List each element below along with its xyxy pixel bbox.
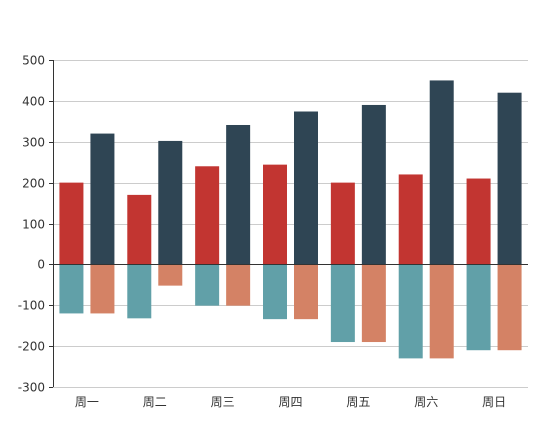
bar-series-3-周五 bbox=[361, 264, 386, 343]
y-tick-label: 0 bbox=[37, 258, 45, 272]
bar-series-0-周日 bbox=[466, 178, 491, 265]
y-tick-label: -300 bbox=[18, 381, 45, 395]
bar-series-2-周三 bbox=[195, 264, 220, 306]
bar-series-3-周二 bbox=[158, 264, 183, 286]
bar-series-0-周三 bbox=[195, 166, 220, 265]
y-tick-label: 300 bbox=[22, 136, 45, 150]
x-tick-label: 周五 bbox=[346, 395, 370, 409]
bar-series-3-周四 bbox=[294, 264, 318, 320]
x-tick-label: 周一 bbox=[75, 395, 99, 409]
bar-series-3-周一 bbox=[90, 264, 115, 314]
bar-series-2-周五 bbox=[330, 264, 355, 343]
y-tick-label: 200 bbox=[22, 177, 45, 191]
bar-series-2-周六 bbox=[398, 264, 423, 359]
bar-series-1-周六 bbox=[429, 80, 454, 265]
bar-series-0-周四 bbox=[263, 164, 287, 265]
bar-series-1-周五 bbox=[361, 104, 386, 265]
x-tick-label: 周三 bbox=[211, 395, 235, 409]
bar-series-2-周四 bbox=[263, 264, 287, 320]
bar-series-0-周五 bbox=[330, 182, 355, 265]
x-tick-label: 周日 bbox=[482, 395, 506, 409]
bar-series-0-周二 bbox=[127, 194, 152, 265]
bar-series-1-周四 bbox=[294, 111, 318, 265]
x-tick-label: 周二 bbox=[143, 395, 167, 409]
bar-series-3-周六 bbox=[429, 264, 454, 359]
bar-series-2-周日 bbox=[466, 264, 491, 351]
bar-series-1-周二 bbox=[158, 140, 183, 265]
bar-series-2-周一 bbox=[59, 264, 84, 314]
y-tick-label: 100 bbox=[22, 218, 45, 232]
bar-series-3-周日 bbox=[497, 264, 522, 351]
bar-series-0-周六 bbox=[398, 174, 423, 265]
y-tick-label: 500 bbox=[22, 54, 45, 68]
bar-series-2-周二 bbox=[127, 264, 152, 319]
y-tick-label: 400 bbox=[22, 95, 45, 109]
bar-series-1-周日 bbox=[497, 92, 522, 265]
x-tick-label: 周六 bbox=[414, 395, 438, 409]
y-tick-label: -100 bbox=[18, 299, 45, 313]
bar-series-1-周三 bbox=[226, 124, 251, 265]
bar-series-3-周三 bbox=[226, 264, 251, 306]
x-tick-label: 周四 bbox=[278, 395, 302, 409]
bar-series-0-周一 bbox=[59, 182, 84, 265]
bar-series-1-周一 bbox=[90, 133, 115, 265]
y-tick-label: -200 bbox=[18, 340, 45, 354]
